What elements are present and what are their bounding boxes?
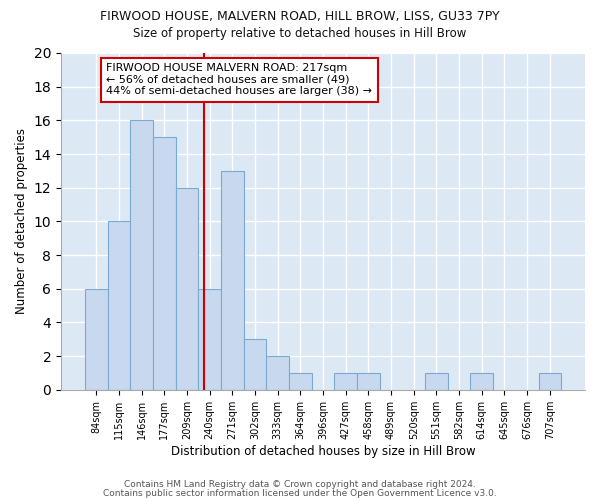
Bar [357, 373, 380, 390]
X-axis label: Distribution of detached houses by size in Hill Brow: Distribution of detached houses by size … [171, 444, 475, 458]
Text: FIRWOOD HOUSE, MALVERN ROAD, HILL BROW, LISS, GU33 7PY: FIRWOOD HOUSE, MALVERN ROAD, HILL BROW, … [100, 10, 500, 23]
Bar [198, 289, 221, 390]
Bar [266, 356, 289, 390]
Bar [153, 137, 176, 390]
Bar [425, 373, 448, 390]
Y-axis label: Number of detached properties: Number of detached properties [15, 128, 28, 314]
Text: FIRWOOD HOUSE MALVERN ROAD: 217sqm
← 56% of detached houses are smaller (49)
44%: FIRWOOD HOUSE MALVERN ROAD: 217sqm ← 56%… [106, 63, 373, 96]
Bar [130, 120, 153, 390]
Text: Contains HM Land Registry data © Crown copyright and database right 2024.: Contains HM Land Registry data © Crown c… [124, 480, 476, 489]
Bar [85, 289, 107, 390]
Bar [107, 222, 130, 390]
Text: Contains public sector information licensed under the Open Government Licence v3: Contains public sector information licen… [103, 488, 497, 498]
Bar [539, 373, 561, 390]
Bar [470, 373, 493, 390]
Text: Size of property relative to detached houses in Hill Brow: Size of property relative to detached ho… [133, 28, 467, 40]
Bar [244, 340, 266, 390]
Bar [176, 188, 198, 390]
Bar [289, 373, 311, 390]
Bar [221, 171, 244, 390]
Bar [334, 373, 357, 390]
